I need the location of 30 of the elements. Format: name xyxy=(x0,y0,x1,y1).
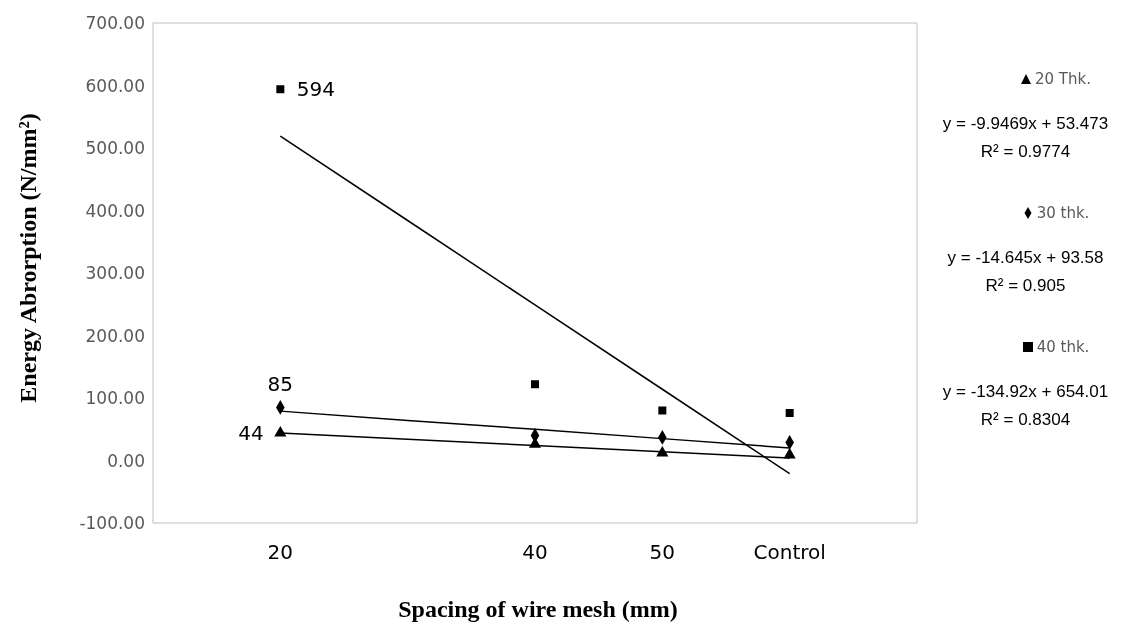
y-tick-label: 400.00 xyxy=(85,200,145,221)
y-tick-label: 500.00 xyxy=(85,138,145,159)
y-tick-label: 200.00 xyxy=(85,325,145,346)
legend-label: 30 thk. xyxy=(1035,204,1091,222)
y-tick-label: 0.00 xyxy=(107,450,145,471)
legend-label: 20 Thk. xyxy=(1034,70,1092,88)
point xyxy=(531,380,539,389)
y-axis-title: Energy Abrorption (N/mm²) xyxy=(14,113,42,403)
x-axis-title: Spacing of wire mesh (mm) xyxy=(397,596,679,623)
text: y = -9.9469x + 53.473 R² = 0.9774 xyxy=(941,113,1110,163)
data-label: 594 xyxy=(296,77,336,102)
data-label: 44 xyxy=(238,421,264,446)
legend-label: 40 thk. xyxy=(1035,338,1091,356)
point xyxy=(274,425,287,437)
y-tick-label: -100.00 xyxy=(79,513,145,534)
x-tick-label: Control xyxy=(753,540,826,565)
y-tick-label: 700.00 xyxy=(85,13,145,34)
point xyxy=(656,445,669,457)
y-tick-label: 300.00 xyxy=(85,263,145,284)
data-label: 85 xyxy=(267,371,294,396)
point xyxy=(785,409,794,417)
y-tick-label: 100.00 xyxy=(85,388,145,409)
point xyxy=(276,85,285,94)
x-tick-label: 20 xyxy=(267,540,294,565)
point xyxy=(658,406,667,415)
y-tick-label: 600.00 xyxy=(85,75,145,96)
x-tick-label: 50 xyxy=(649,540,676,565)
text: y = -134.92x + 654.01 R² = 0.8304 xyxy=(941,381,1110,431)
text: y = -14.645x + 93.58 R² = 0.905 xyxy=(946,247,1105,297)
x-tick-label: 40 xyxy=(522,540,548,565)
